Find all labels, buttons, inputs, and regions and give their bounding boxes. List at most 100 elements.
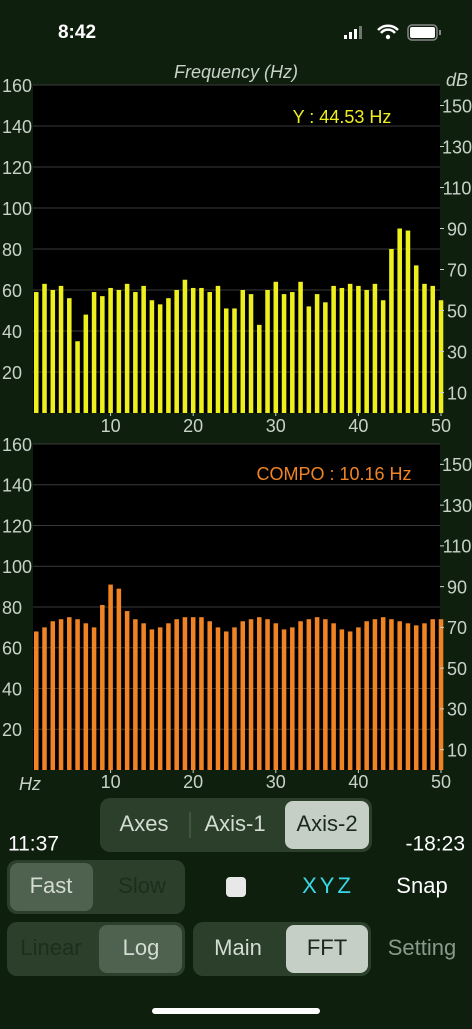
bar <box>281 294 287 413</box>
y2-label: dB <box>446 70 468 90</box>
bar <box>100 604 105 770</box>
bar <box>50 621 56 770</box>
bar <box>174 619 179 770</box>
bar <box>215 285 221 413</box>
checkbox[interactable] <box>226 877 246 897</box>
bar <box>356 285 361 413</box>
bar <box>108 584 113 770</box>
bar <box>75 619 80 770</box>
time-elapsed: 11:37 <box>8 833 59 856</box>
bar <box>438 300 444 413</box>
x-tick-label: 20 <box>183 416 203 436</box>
y2-tick-label: 110 <box>443 178 472 198</box>
bar <box>314 617 320 770</box>
bar <box>133 292 138 413</box>
bar <box>380 617 386 770</box>
y2-tick-label: 10 <box>447 383 467 403</box>
bar <box>405 230 411 413</box>
x-label: Hz <box>19 774 41 794</box>
segment-button[interactable]: Axes <box>120 811 169 836</box>
bar <box>91 627 97 770</box>
bar <box>223 308 229 413</box>
bar <box>389 619 394 770</box>
bar <box>389 249 394 413</box>
chart-title: Frequency (Hz) <box>174 62 298 82</box>
bar <box>397 228 402 413</box>
y2-tick-label: 110 <box>443 537 472 557</box>
bar <box>438 619 444 770</box>
bar <box>306 619 312 770</box>
segment-button[interactable]: Axis-1 <box>204 811 265 836</box>
bar <box>265 619 270 770</box>
segment-button[interactable]: Main <box>214 935 262 960</box>
bar <box>248 294 254 413</box>
bar <box>157 304 163 413</box>
bar <box>372 619 378 770</box>
y-tick-label: 160 <box>2 76 32 96</box>
bar <box>430 619 436 770</box>
bar <box>116 290 122 413</box>
bar <box>347 283 353 413</box>
xyz-button[interactable]: XYZ <box>302 873 354 898</box>
y-tick-label: 100 <box>2 557 32 577</box>
bar <box>232 308 237 413</box>
y2-tick-label: 90 <box>447 577 467 597</box>
bar <box>190 287 196 413</box>
x-tick-label: 30 <box>266 772 286 792</box>
bar <box>207 621 212 770</box>
bar <box>422 623 427 770</box>
y-tick-label: 140 <box>2 476 32 496</box>
bar <box>405 623 411 770</box>
bar <box>166 623 171 770</box>
segment-button[interactable]: Axis-2 <box>296 811 357 836</box>
y2-tick-label: 50 <box>447 301 467 321</box>
bar <box>273 623 279 770</box>
bar <box>83 623 89 770</box>
bar <box>331 285 336 413</box>
segment-button[interactable]: Linear <box>20 935 81 960</box>
bar <box>413 625 419 770</box>
bar <box>380 300 386 413</box>
time-remaining: -18:23 <box>405 833 465 856</box>
bar <box>257 617 262 770</box>
bar <box>149 629 155 770</box>
bar <box>240 290 246 413</box>
segment-selected <box>99 925 182 973</box>
snap-button[interactable]: Snap <box>396 873 447 898</box>
bar <box>364 621 369 770</box>
bar <box>149 300 155 413</box>
segment-button[interactable]: Log <box>123 935 160 960</box>
bar <box>290 627 295 770</box>
bar <box>339 287 345 413</box>
bar <box>141 623 146 770</box>
y-tick-label: 140 <box>2 117 32 137</box>
y-tick-label: 40 <box>2 322 22 342</box>
bar <box>290 292 295 413</box>
bar <box>199 617 204 770</box>
bar <box>223 631 229 770</box>
bar <box>124 283 130 413</box>
bar <box>372 283 378 413</box>
bar <box>323 619 328 770</box>
y2-tick-label: 90 <box>447 219 467 239</box>
bar <box>58 285 64 413</box>
bar <box>356 627 361 770</box>
segment-button[interactable]: Fast <box>30 873 73 898</box>
segment-button[interactable]: FFT <box>307 935 347 960</box>
bar <box>182 617 188 770</box>
y-tick-label: 20 <box>2 363 22 383</box>
bar <box>207 292 212 413</box>
x-tick-label: 30 <box>266 416 286 436</box>
annotation: Y : 44.53 Hz <box>293 107 392 127</box>
segment-button[interactable]: Slow <box>118 873 166 898</box>
bar <box>314 294 320 413</box>
segment-selected <box>10 863 93 911</box>
setting-button[interactable]: Setting <box>388 935 457 960</box>
bar <box>215 627 221 770</box>
bar <box>157 627 163 770</box>
bar <box>430 285 436 413</box>
bar <box>108 287 113 413</box>
y2-tick-label: 130 <box>442 137 472 157</box>
y2-tick-label: 150 <box>442 96 472 116</box>
